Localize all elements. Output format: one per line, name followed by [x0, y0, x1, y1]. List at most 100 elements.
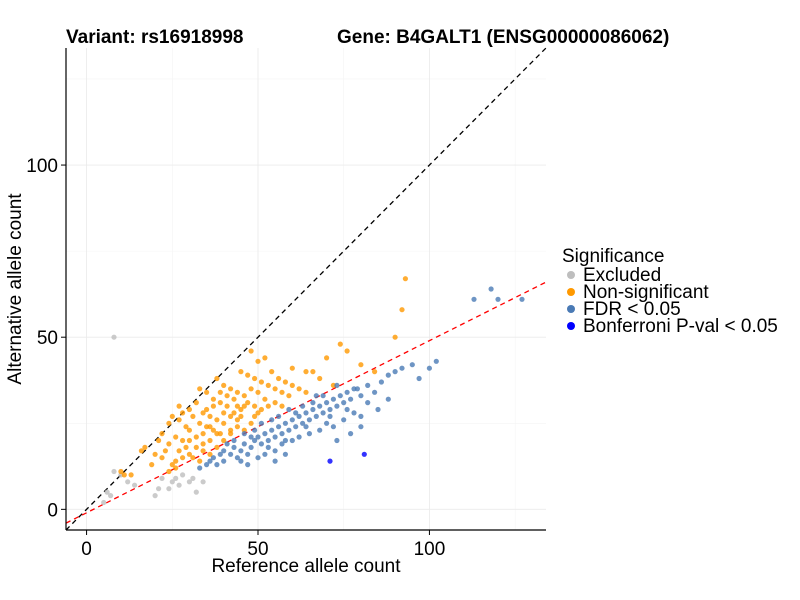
- point-fdr-0-05: [385, 372, 391, 378]
- point-non-significant: [200, 441, 206, 447]
- point-excluded: [169, 479, 175, 485]
- point-fdr-0-05: [330, 396, 336, 402]
- point-non-significant: [214, 375, 220, 382]
- point-fdr-0-05: [433, 358, 439, 364]
- point-fdr-0-05: [317, 427, 323, 433]
- point-non-significant: [255, 410, 261, 416]
- point-non-significant: [183, 444, 189, 450]
- point-fdr-0-05: [341, 417, 347, 423]
- point-non-significant: [234, 417, 240, 423]
- point-fdr-0-05: [289, 417, 295, 423]
- point-non-significant: [258, 406, 264, 413]
- point-fdr-0-05: [262, 451, 268, 457]
- legend-label-bonferroni: Bonferroni P-val < 0.05: [583, 316, 778, 337]
- point-fdr-0-05: [354, 386, 360, 392]
- point-non-significant: [142, 444, 148, 450]
- point-non-significant: [262, 396, 268, 402]
- point-fdr-0-05: [375, 406, 381, 413]
- point-fdr-0-05: [282, 420, 288, 426]
- y-tick-label: 0: [47, 500, 58, 521]
- point-fdr-0-05: [300, 420, 306, 426]
- point-non-significant: [156, 437, 162, 444]
- point-non-significant: [248, 420, 254, 426]
- point-fdr-0-05: [276, 424, 282, 430]
- point-fdr-0-05: [334, 403, 340, 409]
- point-non-significant: [296, 386, 302, 392]
- point-fdr-0-05: [327, 406, 333, 413]
- point-fdr-0-05: [296, 434, 302, 440]
- point-fdr-0-05: [399, 365, 405, 371]
- point-fdr-0-05: [207, 458, 213, 464]
- point-non-significant: [241, 403, 247, 409]
- point-non-significant: [392, 334, 398, 340]
- point-fdr-0-05: [289, 437, 295, 444]
- point-non-significant: [180, 410, 186, 416]
- point-fdr-0-05: [313, 393, 319, 399]
- point-non-significant: [310, 369, 316, 375]
- point-excluded: [101, 499, 107, 506]
- point-non-significant: [224, 393, 230, 399]
- point-non-significant: [224, 403, 230, 409]
- y-axis-title: Alternative allele count: [5, 193, 26, 385]
- point-non-significant: [245, 400, 251, 406]
- point-non-significant: [186, 437, 192, 444]
- point-non-significant: [180, 455, 186, 461]
- point-non-significant: [337, 341, 343, 347]
- point-excluded: [166, 486, 172, 492]
- point-non-significant: [217, 389, 223, 395]
- point-excluded: [132, 482, 138, 488]
- legend-label-non-significant: Non-significant: [583, 282, 709, 303]
- point-fdr-0-05: [234, 455, 240, 461]
- point-fdr-0-05: [306, 431, 312, 437]
- point-non-significant: [186, 427, 192, 433]
- point-fdr-0-05: [204, 462, 210, 468]
- point-non-significant: [282, 379, 288, 385]
- point-fdr-0-05: [293, 410, 299, 416]
- point-non-significant: [221, 437, 227, 444]
- point-non-significant: [228, 413, 234, 419]
- point-excluded: [173, 475, 179, 481]
- point-non-significant: [289, 365, 295, 371]
- point-non-significant: [255, 358, 261, 364]
- point-fdr-0-05: [306, 417, 312, 423]
- point-non-significant: [190, 413, 196, 419]
- point-excluded: [111, 468, 117, 475]
- point-non-significant: [272, 400, 278, 406]
- point-fdr-0-05: [303, 410, 309, 416]
- point-fdr-0-05: [519, 296, 525, 302]
- point-non-significant: [317, 375, 323, 382]
- point-bonferroni-p-val-0-05: [361, 451, 367, 457]
- point-fdr-0-05: [334, 382, 340, 388]
- point-non-significant: [173, 434, 179, 440]
- point-non-significant: [262, 355, 268, 361]
- point-fdr-0-05: [293, 424, 299, 430]
- point-fdr-0-05: [252, 437, 258, 444]
- point-non-significant: [207, 413, 213, 419]
- point-fdr-0-05: [348, 396, 354, 402]
- point-fdr-0-05: [228, 451, 234, 457]
- point-non-significant: [166, 468, 172, 475]
- point-non-significant: [272, 386, 278, 392]
- point-non-significant: [121, 472, 127, 478]
- point-non-significant: [231, 410, 237, 416]
- point-excluded: [200, 479, 206, 485]
- point-fdr-0-05: [231, 437, 237, 444]
- point-non-significant: [193, 400, 199, 406]
- point-fdr-0-05: [320, 393, 326, 399]
- point-fdr-0-05: [241, 431, 247, 437]
- point-non-significant: [289, 382, 295, 388]
- point-non-significant: [265, 403, 271, 409]
- point-non-significant: [358, 362, 364, 368]
- point-fdr-0-05: [358, 424, 364, 430]
- point-fdr-0-05: [310, 400, 316, 406]
- point-non-significant: [197, 458, 203, 464]
- point-non-significant: [231, 396, 237, 402]
- point-non-significant: [210, 403, 216, 409]
- point-non-significant: [255, 389, 261, 395]
- point-non-significant: [228, 386, 234, 392]
- point-bonferroni-p-val-0-05: [327, 458, 333, 464]
- point-non-significant: [210, 427, 216, 433]
- point-excluded: [180, 472, 186, 478]
- point-non-significant: [234, 403, 240, 409]
